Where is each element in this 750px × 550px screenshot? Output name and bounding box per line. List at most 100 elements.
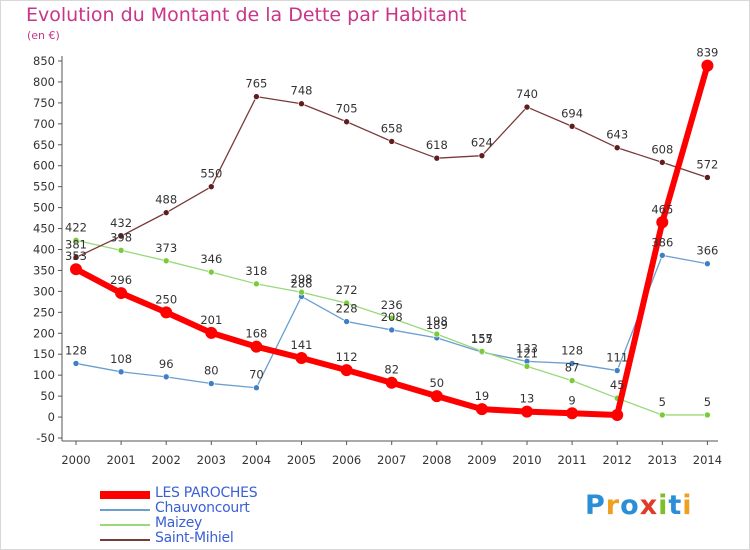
logo-letter: i: [658, 490, 669, 521]
y-tick-label: -50: [36, 431, 55, 445]
data-label: 128: [561, 343, 583, 357]
x-tick-label: 2010: [512, 453, 541, 467]
data-point: [115, 287, 128, 300]
data-label: 353: [65, 249, 87, 263]
x-tick-label: 2006: [332, 453, 361, 467]
data-label: 488: [155, 193, 177, 207]
data-label: 121: [516, 346, 538, 360]
data-label: 432: [110, 216, 132, 230]
data-point: [70, 263, 82, 276]
y-tick-label: 650: [33, 138, 55, 152]
y-tick-label: 500: [33, 201, 55, 215]
data-point: [658, 159, 666, 166]
data-point: [253, 280, 260, 288]
data-label: 643: [606, 128, 628, 142]
data-point: [613, 367, 621, 374]
x-tick-label: 2005: [287, 453, 316, 467]
data-point: [253, 93, 260, 100]
x-tick-label: 2008: [422, 453, 451, 467]
data-label: 45: [610, 378, 625, 392]
logo-letter: i: [682, 490, 693, 521]
y-tick-label: 600: [33, 159, 55, 173]
y-tick-label: 200: [33, 326, 55, 340]
data-point: [658, 252, 666, 259]
series-layer: [70, 59, 714, 421]
data-label: 133: [516, 341, 538, 355]
data-label: 740: [516, 87, 538, 101]
data-label: 228: [336, 302, 358, 316]
data-label: 366: [696, 244, 718, 258]
data-point: [521, 405, 533, 418]
data-point: [208, 183, 215, 190]
data-label: 618: [426, 138, 448, 152]
legend-label: Saint-Mihiel: [155, 530, 234, 546]
data-label: 50: [429, 376, 444, 390]
legend-item: LES PAROCHES: [100, 485, 340, 502]
data-label: 112: [336, 350, 358, 364]
y-tick-label: 350: [33, 263, 55, 277]
data-point: [388, 326, 396, 334]
data-point: [478, 152, 486, 159]
y-tick-label: 850: [33, 54, 55, 68]
logo-letter: P: [585, 490, 606, 521]
data-point: [704, 411, 711, 419]
y-tick-label: 50: [40, 389, 55, 403]
x-tick-label: 2011: [557, 453, 586, 467]
y-tick-label: 100: [33, 368, 55, 382]
data-point: [658, 411, 666, 419]
data-label: 5: [704, 395, 711, 409]
data-label: 422: [65, 220, 87, 234]
y-tick-label: 550: [33, 180, 55, 194]
data-point: [162, 257, 170, 265]
data-point: [298, 288, 305, 296]
data-point: [343, 118, 350, 126]
y-tick-label: 0: [48, 410, 55, 424]
data-point: [475, 403, 488, 416]
legend-label: Maizey: [155, 515, 202, 531]
data-point: [343, 318, 350, 325]
data-label: 111: [606, 351, 628, 365]
logo-letter: o: [620, 490, 640, 521]
data-point: [208, 380, 215, 387]
data-point: [117, 368, 125, 376]
data-label: 155: [471, 332, 493, 346]
data-label: 201: [200, 313, 222, 327]
data-label: 694: [561, 106, 583, 120]
data-point: [704, 174, 711, 181]
data-label: 198: [426, 314, 448, 328]
data-point: [611, 408, 624, 421]
data-point: [523, 103, 531, 111]
logo-letter: x: [639, 490, 659, 521]
x-tick-label: 2003: [197, 453, 226, 467]
data-label: 765: [245, 77, 267, 91]
y-tick-label: 450: [33, 222, 55, 236]
data-label: 189: [426, 318, 448, 332]
chart-title: Evolution du Montant de la Dette par Hab…: [26, 4, 467, 26]
data-point: [343, 299, 350, 307]
x-tick-label: 2001: [106, 453, 135, 467]
data-point: [295, 351, 308, 364]
data-label: 87: [565, 361, 580, 375]
data-label: 208: [381, 310, 403, 324]
series-les-paroches: [70, 59, 714, 421]
data-point: [656, 216, 669, 229]
data-point: [250, 340, 263, 353]
data-label: 157: [471, 331, 493, 345]
x-tick-label: 2004: [242, 453, 271, 467]
data-point: [162, 209, 170, 216]
data-point: [568, 360, 576, 367]
x-tick-label: 2002: [152, 453, 181, 467]
x-tick-label: 2009: [467, 453, 496, 467]
y-tick-label: 800: [33, 75, 55, 89]
series-maizey: [72, 236, 711, 419]
proxiti-logo: Proxiti: [585, 490, 693, 521]
data-label: 298: [291, 272, 313, 286]
data-point: [162, 373, 170, 381]
data-point: [523, 363, 531, 370]
data-label: 381: [65, 237, 87, 251]
data-point: [72, 236, 80, 244]
data-label: 318: [245, 264, 267, 278]
legend-label: Chauvoncourt: [155, 500, 250, 516]
data-label: 839: [696, 46, 718, 60]
y-tick-label: 700: [33, 117, 55, 131]
